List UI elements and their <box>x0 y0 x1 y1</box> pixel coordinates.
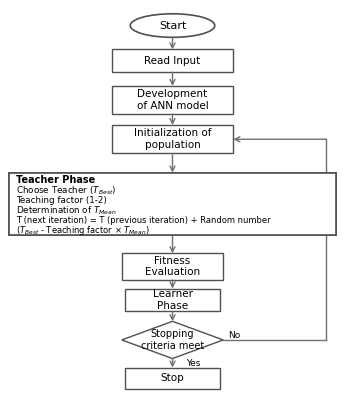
Text: Choose Teacher ($T_{Best}$): Choose Teacher ($T_{Best}$) <box>16 184 117 196</box>
FancyBboxPatch shape <box>112 125 233 153</box>
Text: Learner
Phase: Learner Phase <box>152 289 193 311</box>
Text: Teacher Phase: Teacher Phase <box>16 175 97 185</box>
Text: No: No <box>228 331 240 340</box>
Text: Teaching factor (1-2): Teaching factor (1-2) <box>16 194 110 203</box>
Text: T (next iteration) = T (previous iteration) + Random number: T (next iteration) = T (previous iterati… <box>16 216 270 225</box>
Text: Fitness
Evaluation: Fitness Evaluation <box>145 256 200 278</box>
Text: T (next iteration) = T (previous iteration) + Random number: T (next iteration) = T (previous iterati… <box>16 213 290 222</box>
Text: ($T_{Best}$ - Teaching factor $\times$ $T_{Mean}$): ($T_{Best}$ - Teaching factor $\times$ $… <box>16 224 150 237</box>
Text: Choose Teacher (T_Best): Choose Teacher (T_Best) <box>16 185 127 194</box>
FancyBboxPatch shape <box>125 288 220 311</box>
Text: Teaching factor (1-2): Teaching factor (1-2) <box>16 196 107 205</box>
Ellipse shape <box>130 14 215 37</box>
Text: (T_Best - Teaching factor × T_Mean): (T_Best - Teaching factor × T_Mean) <box>16 223 179 232</box>
Text: Read Input: Read Input <box>144 56 201 66</box>
FancyBboxPatch shape <box>122 253 223 280</box>
Text: Development
of ANN model: Development of ANN model <box>137 89 208 111</box>
Text: Start: Start <box>159 20 186 30</box>
Text: Teacher Phase: Teacher Phase <box>16 175 95 185</box>
FancyBboxPatch shape <box>9 172 336 235</box>
Text: Determination of $T_{Mean}$: Determination of $T_{Mean}$ <box>16 204 117 217</box>
FancyBboxPatch shape <box>112 50 233 72</box>
FancyBboxPatch shape <box>9 172 336 235</box>
Text: Stopping
criteria meet: Stopping criteria meet <box>141 329 204 351</box>
Text: Yes: Yes <box>186 358 200 368</box>
Text: Determination of T_Mean: Determination of T_Mean <box>16 204 130 213</box>
Text: Initialization of
population: Initialization of population <box>134 128 211 150</box>
Polygon shape <box>122 321 223 358</box>
FancyBboxPatch shape <box>125 368 220 389</box>
Text: Stop: Stop <box>161 373 184 383</box>
FancyBboxPatch shape <box>112 86 233 114</box>
